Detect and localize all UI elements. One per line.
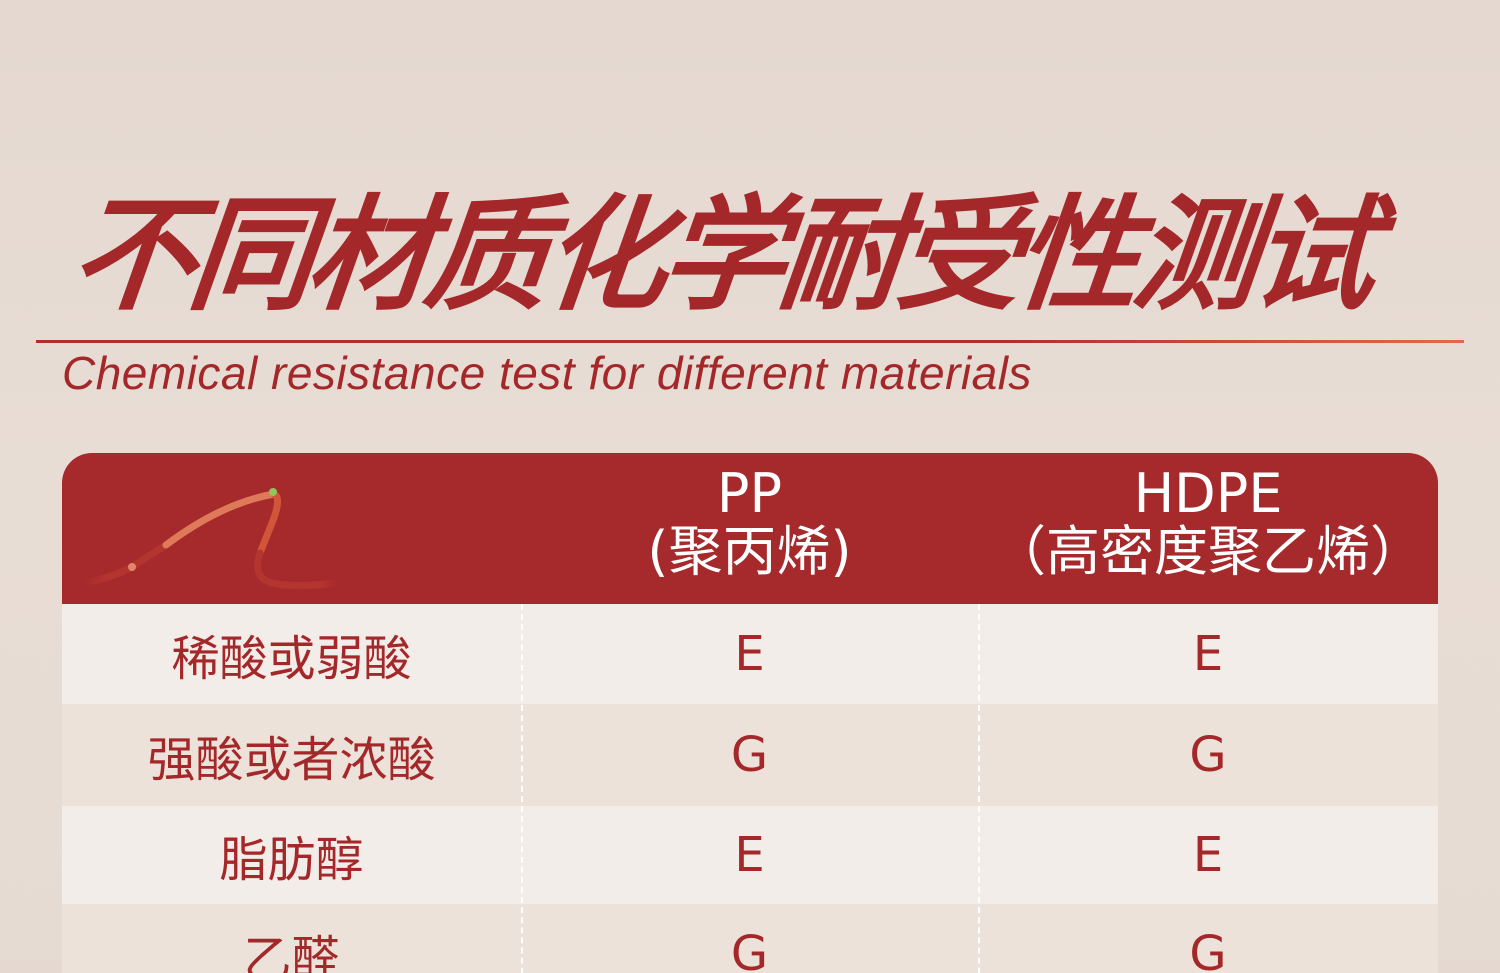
page-title: 不同材质化学耐受性测试: [64, 184, 1378, 328]
column-header-sub: （高密度聚乙烯）: [992, 520, 1424, 583]
column-divider: [978, 604, 980, 973]
column-header-name: PP: [716, 462, 783, 525]
page-subtitle: Chemical resistance test for different m…: [62, 347, 1032, 399]
table-row: 乙醛 G G: [62, 904, 1438, 973]
hdpe-rating-cell: G: [1189, 926, 1227, 973]
pp-rating-cell: E: [734, 827, 765, 883]
table-row: 稀酸或弱酸 E E: [62, 604, 1438, 704]
column-divider: [521, 604, 523, 973]
hdpe-rating-cell: G: [1189, 727, 1227, 783]
resistance-table: PP (聚丙烯) HDPE （高密度聚乙烯） 稀酸或弱酸 E E 强酸或者浓酸 …: [62, 453, 1438, 973]
column-header-name: HDPE: [1133, 462, 1283, 525]
table-row: 强酸或者浓酸 G G: [62, 704, 1438, 806]
wave-decoration-icon: [78, 488, 341, 589]
table-header: PP (聚丙烯) HDPE （高密度聚乙烯）: [62, 453, 1438, 604]
hdpe-rating-cell: E: [1192, 626, 1224, 682]
column-header-sub: (聚丙烯): [647, 520, 852, 583]
chemical-cell: 脂肪醇: [219, 832, 364, 888]
title-divider: [36, 340, 1464, 343]
chemical-cell: 强酸或者浓酸: [147, 732, 436, 788]
chemical-cell: 乙醛: [243, 931, 340, 973]
column-header-hdpe: HDPE （高密度聚乙烯）: [978, 465, 1438, 581]
hdpe-rating-cell: E: [1192, 827, 1224, 883]
column-header-pp: PP (聚丙烯): [521, 465, 978, 581]
pp-rating-cell: G: [730, 727, 769, 783]
pp-rating-cell: G: [730, 926, 769, 973]
chemical-cell: 稀酸或弱酸: [171, 631, 412, 687]
pp-rating-cell: E: [734, 626, 765, 682]
table-row: 脂肪醇 E E: [62, 806, 1438, 904]
